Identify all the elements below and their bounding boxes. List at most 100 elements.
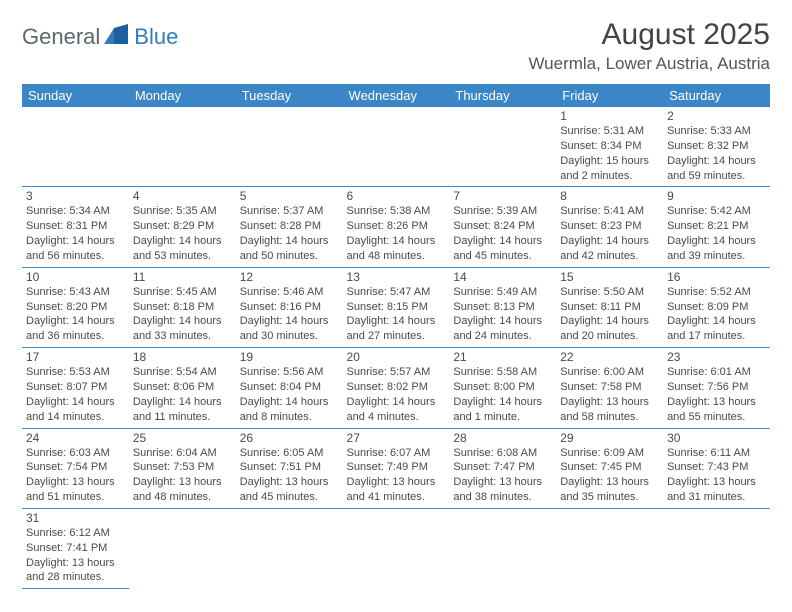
calendar-row: 17Sunrise: 5:53 AMSunset: 8:07 PMDayligh…	[22, 348, 770, 428]
sunrise-line: Sunrise: 5:49 AM	[453, 285, 552, 300]
day-number: 24	[26, 431, 125, 445]
sunset-line: Sunset: 8:32 PM	[667, 139, 766, 154]
day-number: 22	[560, 350, 659, 364]
calendar-cell	[663, 508, 770, 588]
daylight-line: Daylight: 14 hours and 53 minutes.	[133, 234, 232, 264]
sunrise-line: Sunrise: 6:05 AM	[240, 446, 339, 461]
sunrise-line: Sunrise: 5:43 AM	[26, 285, 125, 300]
sunrise-line: Sunrise: 5:45 AM	[133, 285, 232, 300]
daylight-line: Daylight: 13 hours and 35 minutes.	[560, 475, 659, 505]
sunrise-line: Sunrise: 5:38 AM	[347, 204, 446, 219]
calendar-cell	[449, 508, 556, 588]
daylight-line: Daylight: 13 hours and 38 minutes.	[453, 475, 552, 505]
day-info: Sunrise: 6:09 AMSunset: 7:45 PMDaylight:…	[560, 446, 659, 505]
sunset-line: Sunset: 8:11 PM	[560, 300, 659, 315]
sunrise-line: Sunrise: 5:42 AM	[667, 204, 766, 219]
calendar-cell: 14Sunrise: 5:49 AMSunset: 8:13 PMDayligh…	[449, 267, 556, 347]
sunset-line: Sunset: 8:04 PM	[240, 380, 339, 395]
daylight-line: Daylight: 14 hours and 33 minutes.	[133, 314, 232, 344]
sunset-line: Sunset: 8:31 PM	[26, 219, 125, 234]
daylight-line: Daylight: 14 hours and 11 minutes.	[133, 395, 232, 425]
weekday-header: Friday	[556, 84, 663, 107]
daylight-line: Daylight: 14 hours and 14 minutes.	[26, 395, 125, 425]
day-number: 29	[560, 431, 659, 445]
day-number: 13	[347, 270, 446, 284]
calendar-cell: 1Sunrise: 5:31 AMSunset: 8:34 PMDaylight…	[556, 107, 663, 187]
sunrise-line: Sunrise: 5:35 AM	[133, 204, 232, 219]
calendar-cell: 11Sunrise: 5:45 AMSunset: 8:18 PMDayligh…	[129, 267, 236, 347]
sunset-line: Sunset: 7:56 PM	[667, 380, 766, 395]
calendar-cell	[449, 107, 556, 187]
sunrise-line: Sunrise: 6:09 AM	[560, 446, 659, 461]
calendar-cell	[129, 107, 236, 187]
sunrise-line: Sunrise: 5:56 AM	[240, 365, 339, 380]
calendar-cell	[236, 107, 343, 187]
calendar-cell: 21Sunrise: 5:58 AMSunset: 8:00 PMDayligh…	[449, 348, 556, 428]
logo-text-blue: Blue	[134, 24, 178, 50]
daylight-line: Daylight: 13 hours and 48 minutes.	[133, 475, 232, 505]
weekday-header: Wednesday	[343, 84, 450, 107]
sunset-line: Sunset: 8:00 PM	[453, 380, 552, 395]
day-info: Sunrise: 6:07 AMSunset: 7:49 PMDaylight:…	[347, 446, 446, 505]
daylight-line: Daylight: 14 hours and 4 minutes.	[347, 395, 446, 425]
calendar-row: 3Sunrise: 5:34 AMSunset: 8:31 PMDaylight…	[22, 187, 770, 267]
day-number: 9	[667, 189, 766, 203]
day-info: Sunrise: 6:01 AMSunset: 7:56 PMDaylight:…	[667, 365, 766, 424]
calendar-cell: 13Sunrise: 5:47 AMSunset: 8:15 PMDayligh…	[343, 267, 450, 347]
title-block: August 2025 Wuermla, Lower Austria, Aust…	[528, 18, 770, 74]
day-info: Sunrise: 5:54 AMSunset: 8:06 PMDaylight:…	[133, 365, 232, 424]
calendar-cell: 26Sunrise: 6:05 AMSunset: 7:51 PMDayligh…	[236, 428, 343, 508]
day-info: Sunrise: 5:56 AMSunset: 8:04 PMDaylight:…	[240, 365, 339, 424]
daylight-line: Daylight: 15 hours and 2 minutes.	[560, 154, 659, 184]
sunrise-line: Sunrise: 6:00 AM	[560, 365, 659, 380]
calendar-cell: 25Sunrise: 6:04 AMSunset: 7:53 PMDayligh…	[129, 428, 236, 508]
sunset-line: Sunset: 8:16 PM	[240, 300, 339, 315]
sunset-line: Sunset: 7:49 PM	[347, 460, 446, 475]
calendar-cell: 30Sunrise: 6:11 AMSunset: 7:43 PMDayligh…	[663, 428, 770, 508]
sunset-line: Sunset: 7:41 PM	[26, 541, 125, 556]
day-info: Sunrise: 5:45 AMSunset: 8:18 PMDaylight:…	[133, 285, 232, 344]
sunset-line: Sunset: 8:29 PM	[133, 219, 232, 234]
day-number: 10	[26, 270, 125, 284]
sunrise-line: Sunrise: 5:41 AM	[560, 204, 659, 219]
day-info: Sunrise: 5:35 AMSunset: 8:29 PMDaylight:…	[133, 204, 232, 263]
daylight-line: Daylight: 13 hours and 41 minutes.	[347, 475, 446, 505]
sunset-line: Sunset: 8:26 PM	[347, 219, 446, 234]
calendar-cell: 27Sunrise: 6:07 AMSunset: 7:49 PMDayligh…	[343, 428, 450, 508]
daylight-line: Daylight: 13 hours and 55 minutes.	[667, 395, 766, 425]
sunrise-line: Sunrise: 6:12 AM	[26, 526, 125, 541]
day-number: 5	[240, 189, 339, 203]
day-info: Sunrise: 6:12 AMSunset: 7:41 PMDaylight:…	[26, 526, 125, 585]
daylight-line: Daylight: 13 hours and 45 minutes.	[240, 475, 339, 505]
daylight-line: Daylight: 14 hours and 1 minute.	[453, 395, 552, 425]
calendar-cell	[129, 508, 236, 588]
day-number: 12	[240, 270, 339, 284]
sunset-line: Sunset: 8:07 PM	[26, 380, 125, 395]
sunrise-line: Sunrise: 5:53 AM	[26, 365, 125, 380]
sunrise-line: Sunrise: 5:37 AM	[240, 204, 339, 219]
calendar-cell: 15Sunrise: 5:50 AMSunset: 8:11 PMDayligh…	[556, 267, 663, 347]
day-number: 28	[453, 431, 552, 445]
day-number: 26	[240, 431, 339, 445]
sunset-line: Sunset: 8:13 PM	[453, 300, 552, 315]
calendar-cell: 2Sunrise: 5:33 AMSunset: 8:32 PMDaylight…	[663, 107, 770, 187]
sunset-line: Sunset: 8:18 PM	[133, 300, 232, 315]
day-info: Sunrise: 6:00 AMSunset: 7:58 PMDaylight:…	[560, 365, 659, 424]
day-number: 8	[560, 189, 659, 203]
calendar-cell	[343, 508, 450, 588]
sunset-line: Sunset: 7:58 PM	[560, 380, 659, 395]
calendar-cell: 29Sunrise: 6:09 AMSunset: 7:45 PMDayligh…	[556, 428, 663, 508]
sunrise-line: Sunrise: 6:03 AM	[26, 446, 125, 461]
day-info: Sunrise: 5:34 AMSunset: 8:31 PMDaylight:…	[26, 204, 125, 263]
day-number: 17	[26, 350, 125, 364]
day-number: 11	[133, 270, 232, 284]
day-info: Sunrise: 6:11 AMSunset: 7:43 PMDaylight:…	[667, 446, 766, 505]
calendar-cell: 16Sunrise: 5:52 AMSunset: 8:09 PMDayligh…	[663, 267, 770, 347]
calendar-cell: 19Sunrise: 5:56 AMSunset: 8:04 PMDayligh…	[236, 348, 343, 428]
sunset-line: Sunset: 8:09 PM	[667, 300, 766, 315]
sunrise-line: Sunrise: 5:57 AM	[347, 365, 446, 380]
daylight-line: Daylight: 14 hours and 45 minutes.	[453, 234, 552, 264]
day-info: Sunrise: 5:39 AMSunset: 8:24 PMDaylight:…	[453, 204, 552, 263]
day-info: Sunrise: 5:49 AMSunset: 8:13 PMDaylight:…	[453, 285, 552, 344]
day-number: 19	[240, 350, 339, 364]
